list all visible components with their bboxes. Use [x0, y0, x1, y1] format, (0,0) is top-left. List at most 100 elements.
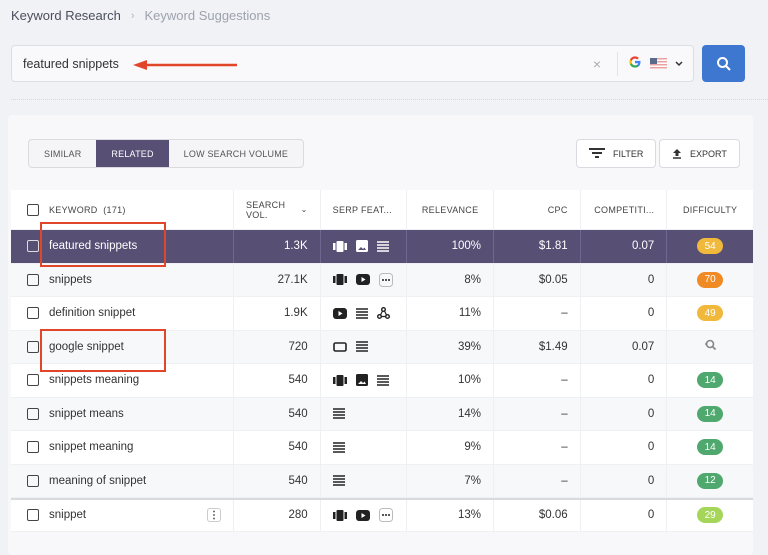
us-flag-icon[interactable]: [650, 58, 667, 69]
header-competition[interactable]: COMPETITI...: [581, 190, 668, 229]
serp-features-cell: [321, 500, 408, 531]
header-relevance[interactable]: RELEVANCE: [407, 190, 494, 229]
header-keyword[interactable]: KEYWORD (171): [11, 190, 234, 229]
table-row[interactable]: featured snippets 1.3K 100% $1.81 0.07 5…: [11, 230, 753, 264]
row-checkbox[interactable]: [27, 407, 39, 420]
table-row[interactable]: snippets meaning 540 10% – 0 14: [11, 364, 753, 398]
serp-features-cell: [321, 464, 408, 497]
serp-features-cell: [321, 230, 408, 263]
row-checkbox[interactable]: [27, 374, 39, 387]
row-checkbox[interactable]: [27, 441, 39, 454]
keyword-cell: google snippet: [11, 330, 234, 363]
relevance-cell: 100%: [407, 230, 494, 263]
row-checkbox[interactable]: [27, 509, 39, 522]
search-vol-cell: 540: [234, 431, 321, 464]
keyword-cell: snippet meaning: [11, 431, 234, 464]
more-icon[interactable]: [378, 508, 393, 523]
competition-cell: 0.07: [581, 230, 668, 263]
relevance-cell: 13%: [407, 500, 494, 531]
image-icon: [355, 374, 368, 387]
graph-icon: [376, 307, 390, 320]
video-icon: [355, 274, 370, 286]
tab-related[interactable]: RELATED: [96, 140, 169, 167]
relevance-cell: 14%: [407, 397, 494, 430]
serp-features-cell: [321, 364, 408, 397]
keyword-text[interactable]: snippet: [49, 509, 87, 522]
tab-low-search-volume[interactable]: LOW SEARCH VOLUME: [183, 148, 289, 159]
search-input[interactable]: featured snippets ×: [11, 45, 694, 82]
filter-icon: [589, 147, 605, 158]
row-checkbox[interactable]: [27, 273, 39, 286]
search-vol-cell: 540: [234, 464, 321, 497]
row-checkbox[interactable]: [27, 340, 39, 353]
keyword-text[interactable]: featured snippets: [49, 240, 138, 253]
search-value[interactable]: featured snippets: [23, 56, 119, 71]
more-icon[interactable]: [378, 272, 393, 287]
serp-features-cell: [321, 330, 408, 363]
difficulty-cell: 49: [667, 297, 753, 330]
relevance-cell: 7%: [407, 464, 494, 497]
search-vol-cell: 540: [234, 397, 321, 430]
export-button[interactable]: EXPORT: [659, 139, 740, 168]
serp-features-cell: [321, 263, 408, 296]
row-checkbox[interactable]: [27, 307, 39, 320]
difficulty-cell: 12: [667, 465, 753, 498]
difficulty-cell: 14: [667, 364, 753, 397]
header-serp[interactable]: SERP FEAT...: [321, 190, 408, 229]
keyword-text[interactable]: snippet means: [49, 407, 124, 420]
breadcrumb-keyword-research[interactable]: Keyword Research: [11, 8, 121, 23]
chevron-down-icon[interactable]: [675, 59, 683, 69]
row-menu-button[interactable]: ⋮: [206, 508, 221, 523]
table-row[interactable]: definition snippet 1.9K 11% – 0 49: [11, 297, 753, 331]
difficulty-badge: 49: [697, 305, 724, 322]
tab-similar[interactable]: SIMILAR: [44, 148, 82, 159]
filter-label: FILTER: [613, 148, 644, 159]
select-all-checkbox[interactable]: [27, 203, 39, 216]
breadcrumb-keyword-suggestions: Keyword Suggestions: [144, 8, 271, 23]
row-checkbox[interactable]: [27, 474, 39, 487]
competition-cell: 0: [581, 397, 668, 430]
google-icon[interactable]: [628, 55, 642, 72]
carousel-icon: [332, 240, 347, 252]
table-row[interactable]: snippet meaning 540 9% – 0 14: [11, 431, 753, 465]
search-button[interactable]: [702, 45, 745, 82]
list-icon: [376, 374, 389, 386]
search-vol-cell: 720: [234, 330, 321, 363]
competition-cell: 0: [581, 431, 668, 464]
serp-features-cell: [321, 431, 408, 464]
table-row[interactable]: snippet means 540 14% – 0 14: [11, 397, 753, 431]
relevance-cell: 8%: [407, 263, 494, 296]
annotation-box: [40, 222, 166, 267]
table-row[interactable]: snippet ⋮ 280 13% $0.06 0 29: [11, 498, 753, 532]
keyword-text[interactable]: snippet meaning: [49, 441, 134, 454]
row-checkbox[interactable]: [27, 240, 39, 253]
keyword-text[interactable]: meaning of snippet: [49, 474, 147, 487]
table-row[interactable]: meaning of snippet 540 7% – 0 12: [11, 464, 753, 498]
header-difficulty[interactable]: DIFFICULTY: [682, 204, 738, 215]
keyword-text[interactable]: snippets: [49, 273, 92, 286]
export-icon: [673, 149, 681, 159]
keyword-text[interactable]: snippets meaning: [49, 374, 140, 387]
serp-features-cell: [321, 397, 408, 430]
carousel-icon: [332, 374, 347, 386]
table-row[interactable]: snippets 27.1K 8% $0.05 0 70: [11, 263, 753, 297]
keyword-text[interactable]: google snippet: [49, 340, 124, 353]
header-search-vol[interactable]: SEARCH VOL. ⌄: [234, 190, 321, 229]
keyword-text[interactable]: definition snippet: [49, 307, 136, 320]
keyword-cell: snippet ⋮: [11, 500, 234, 531]
competition-cell: 0: [581, 364, 668, 397]
relevance-cell: 9%: [407, 431, 494, 464]
relevance-cell: 11%: [407, 297, 494, 330]
featured-icon: [332, 341, 347, 352]
competition-cell: 0: [581, 500, 668, 531]
difficulty-cell: 14: [667, 431, 753, 464]
competition-cell: 0.07: [581, 330, 668, 363]
annotation-arrow: [133, 60, 237, 70]
breadcrumb-separator: ›: [130, 9, 135, 22]
clear-icon[interactable]: ×: [592, 55, 602, 72]
table-row[interactable]: google snippet 720 39% $1.49 0.07: [11, 330, 753, 364]
header-cpc[interactable]: CPC: [494, 190, 581, 229]
filter-button[interactable]: FILTER: [576, 139, 657, 168]
check-difficulty-icon[interactable]: [703, 338, 717, 355]
sort-chevron-icon: ⌄: [300, 205, 308, 214]
